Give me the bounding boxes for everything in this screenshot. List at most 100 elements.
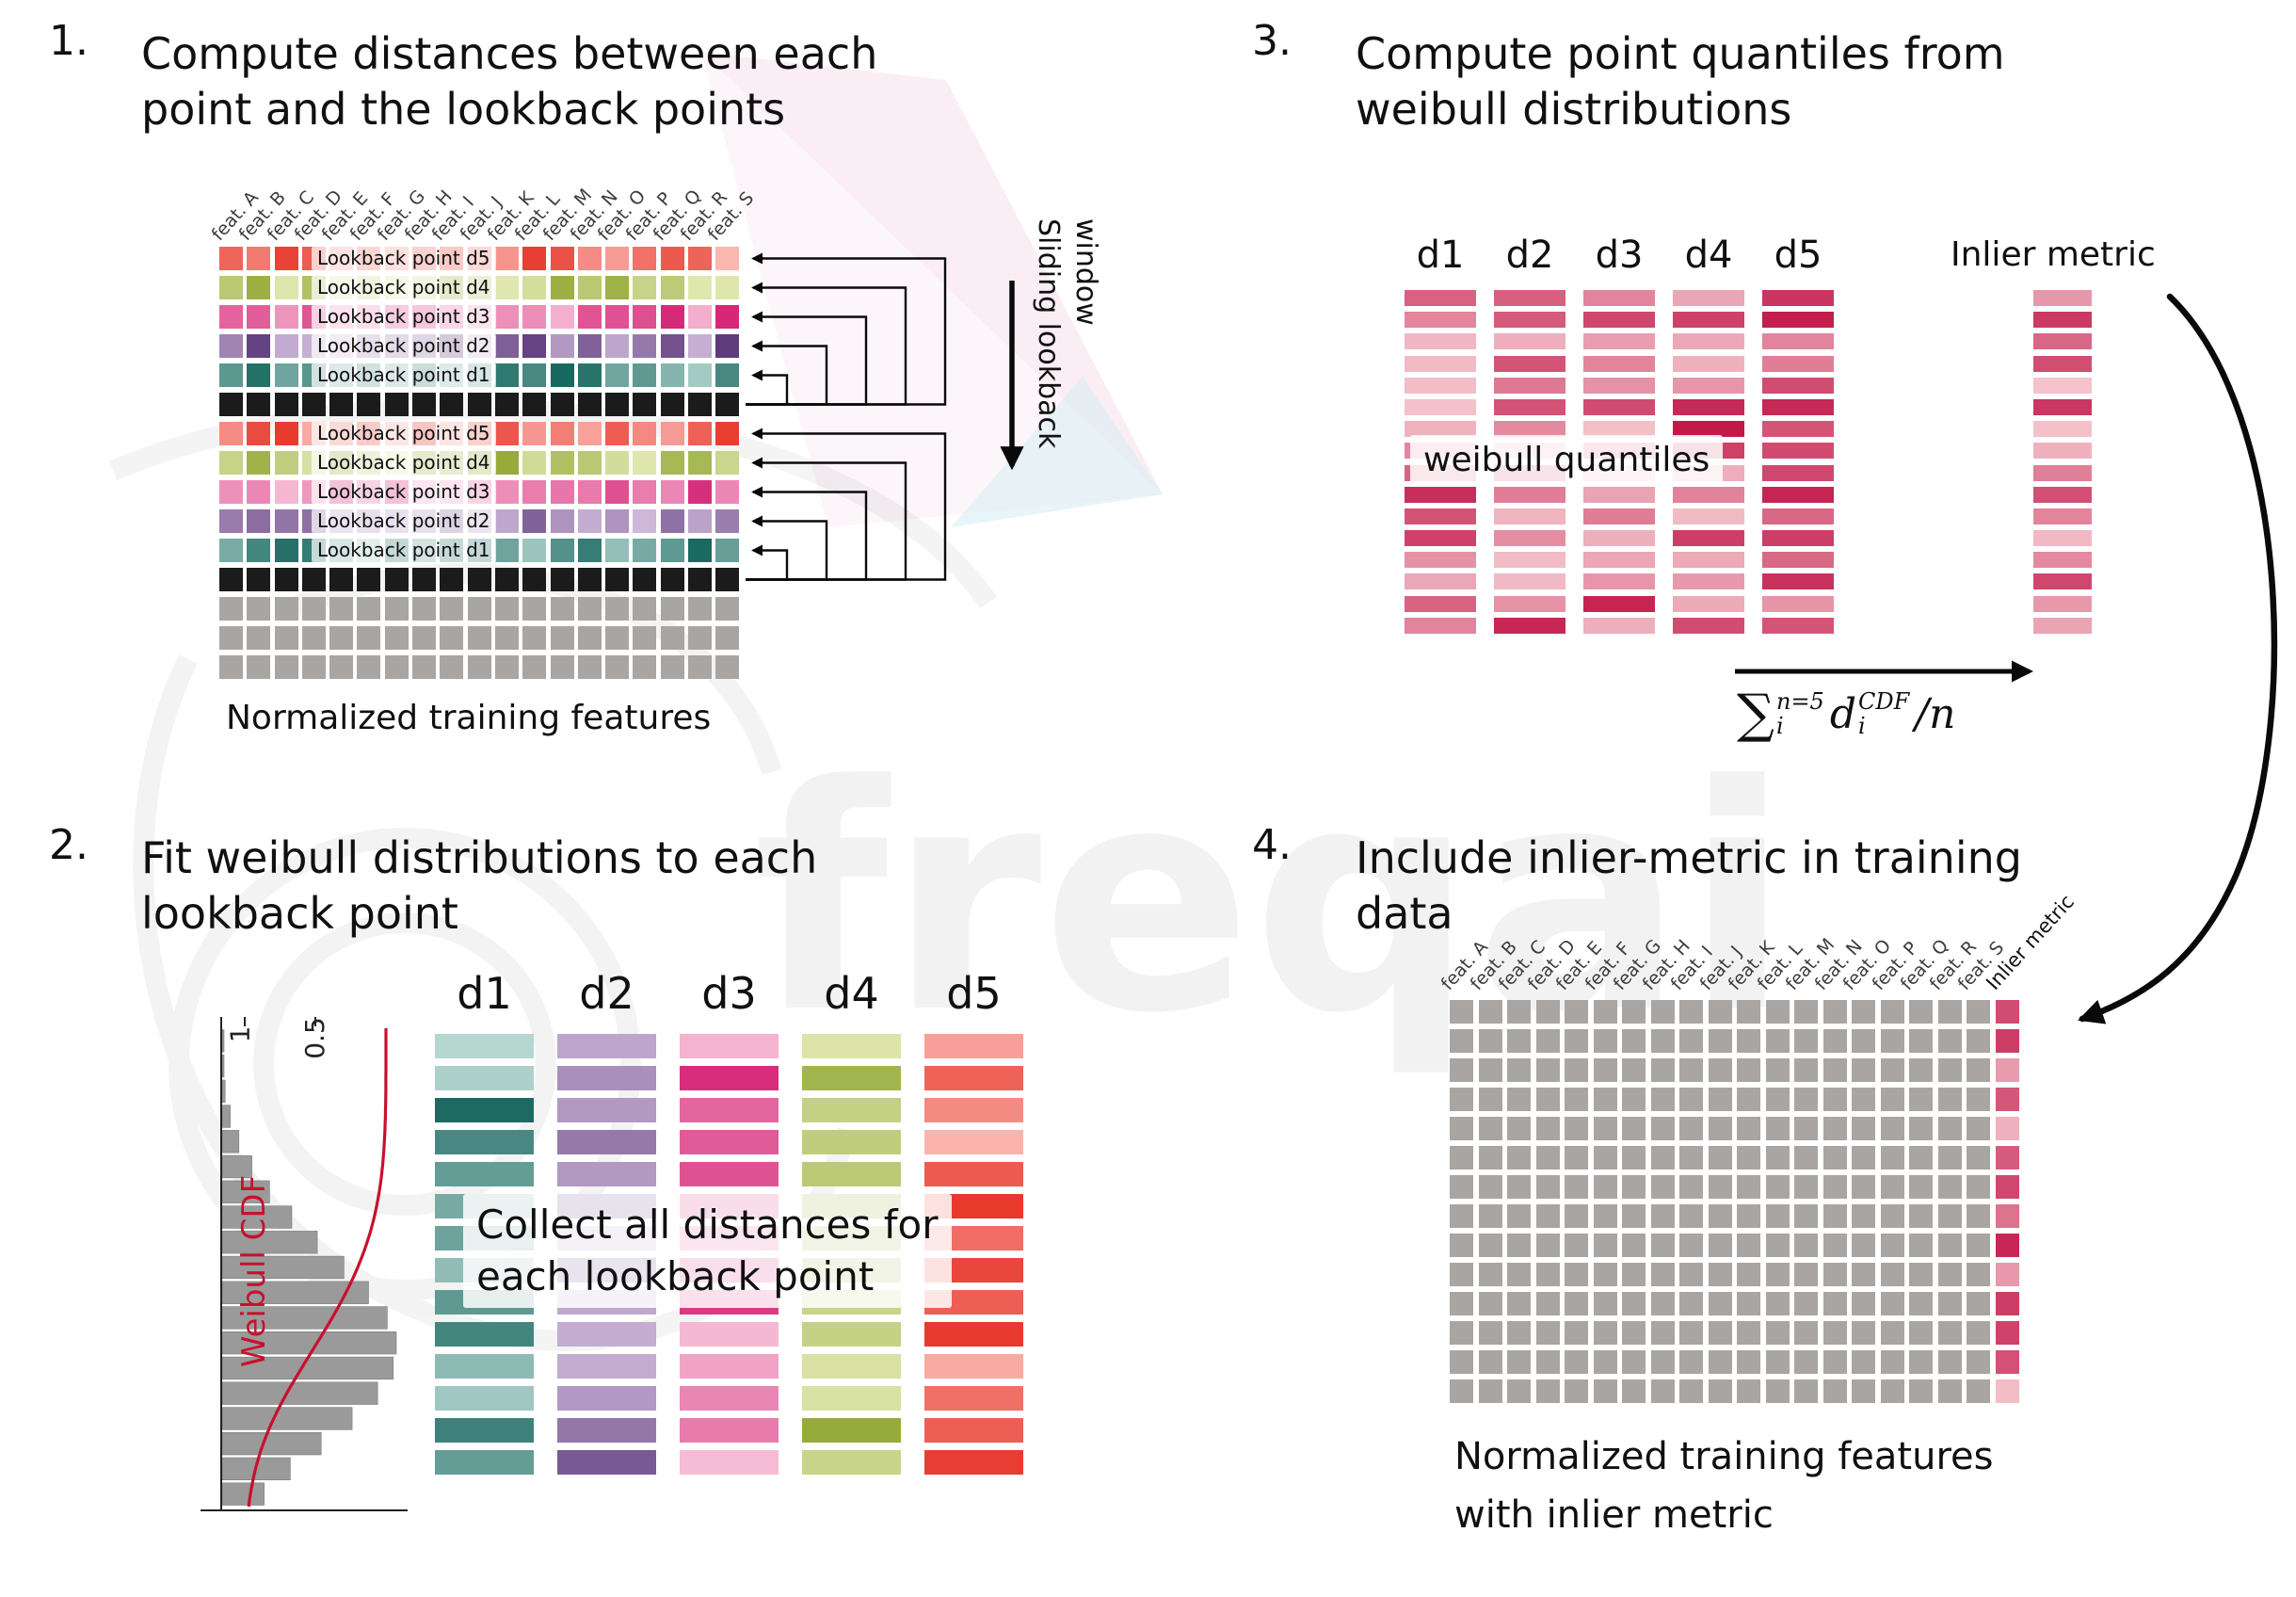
value-bar [1494, 355, 1565, 372]
quantile-mean-formula: ∑ n=5 i d CDF i /n [1737, 684, 1955, 745]
distance-column-header: d5 [946, 968, 1002, 1019]
feature-cell [1450, 1321, 1473, 1345]
lookback-cell [577, 305, 602, 329]
value-bar [1762, 290, 1834, 306]
value-bar [1673, 355, 1744, 372]
value-bar [680, 1322, 779, 1347]
sliding-label-line: Sliding lookback [1032, 218, 1065, 449]
lookback-cell [219, 451, 243, 475]
feature-cell [1478, 1204, 1502, 1228]
lookback-row-label: Lookback point d3 [312, 305, 496, 329]
feature-cell [1450, 1000, 1473, 1024]
feature-cell [1650, 1321, 1675, 1345]
training-feature-grid-wrap: Lookback point d5 Lookback point d4 Lookba… [219, 247, 740, 679]
current-point-cell [660, 393, 684, 416]
sliding-window-label: Sliding lookback window [1031, 218, 1102, 448]
feature-cell [1593, 1234, 1617, 1257]
value-bar [557, 1066, 656, 1090]
feature-cell [715, 597, 740, 621]
lookback-cell [247, 451, 271, 475]
lookback-cell [550, 422, 574, 445]
value-bar [802, 1034, 901, 1058]
cdf-tick-1: 1 [224, 1025, 256, 1043]
feature-cell [384, 626, 409, 650]
feature-cell [1650, 1350, 1675, 1374]
value-bar [802, 1450, 901, 1475]
feature-cell [1478, 1263, 1502, 1286]
feature-cell [1708, 1379, 1732, 1403]
feature-cell [688, 597, 713, 621]
distance-column-header: d5 [1774, 234, 1822, 277]
feature-cell [1622, 1321, 1646, 1345]
step-3-title: Compute point quantiles from weibull dis… [1356, 26, 2005, 137]
current-point-cell [577, 568, 602, 591]
value-bar [2033, 530, 2092, 547]
feature-cell [1565, 1146, 1588, 1170]
feature-cell [1909, 1117, 1933, 1140]
value-bar [1583, 595, 1655, 612]
feature-cell [1679, 1321, 1703, 1345]
inlier-cell [1995, 1379, 2019, 1403]
feature-cell [660, 597, 684, 621]
value-bar [1405, 508, 1476, 524]
lookback-cell [550, 539, 574, 562]
feature-cell [1852, 1146, 1875, 1170]
current-point-cell [301, 568, 326, 591]
lookback-cell [605, 451, 630, 475]
formula-sup: n=5 [1775, 688, 1824, 716]
lookback-cell [550, 247, 574, 270]
feature-cell [1679, 1350, 1703, 1374]
feature-cell [1909, 1088, 1933, 1111]
current-point-cell [219, 393, 243, 416]
feature-cell [550, 626, 574, 650]
feature-cell [1852, 1379, 1875, 1403]
value-bar [802, 1418, 901, 1443]
lookback-cell [247, 509, 271, 533]
lookback-cell [522, 334, 547, 358]
feature-cell [1565, 1234, 1588, 1257]
feature-cell [1880, 1379, 1904, 1403]
feature-cell [1967, 1321, 1990, 1345]
lookback-cell [715, 539, 740, 562]
current-point-cell [467, 393, 491, 416]
value-bar [680, 1130, 779, 1154]
formula-sum-symbol: ∑ [1737, 684, 1774, 745]
feature-cell [1478, 1000, 1502, 1024]
feature-cell [1909, 1263, 1933, 1286]
feature-cell [1909, 1321, 1933, 1345]
lookback-cell [494, 305, 519, 329]
step-4-caption: Normalized training features with inlier… [1454, 1428, 1993, 1544]
feature-cell [1880, 1000, 1904, 1024]
feature-cell [1794, 1263, 1818, 1286]
value-bar [557, 1098, 656, 1122]
feature-cell [1535, 1029, 1560, 1053]
feature-cell [1765, 1292, 1790, 1315]
feature-cell [1967, 1350, 1990, 1374]
lookback-cell [715, 480, 740, 504]
feature-cell [1679, 1204, 1703, 1228]
current-point-cell [715, 393, 740, 416]
value-bar [1405, 355, 1476, 372]
lookback-cell [605, 480, 630, 504]
value-bar [1494, 508, 1565, 524]
feature-cell [274, 655, 298, 679]
feature-cell [357, 626, 381, 650]
histogram-bar [221, 1482, 265, 1506]
step-4-title: Include inlier-metric in training data [1356, 831, 2022, 942]
title-line: Compute point quantiles from [1356, 28, 2005, 79]
lookback-cell [247, 539, 271, 562]
feature-cell [467, 655, 491, 679]
lookback-cell [688, 539, 713, 562]
inlier-metric-column [2033, 290, 2092, 648]
distance-column-header: d4 [1684, 234, 1733, 277]
feature-cell [1909, 1000, 1933, 1024]
current-point-cell [522, 568, 547, 591]
lookback-cell [715, 451, 740, 475]
value-bar [2033, 573, 2092, 590]
feature-cell [605, 655, 630, 679]
value-bar [1762, 530, 1834, 547]
feature-cell [1565, 1204, 1588, 1228]
feature-cell [1507, 1029, 1531, 1053]
inlier-cell [1995, 1117, 2019, 1140]
feature-cell [1450, 1058, 1473, 1082]
